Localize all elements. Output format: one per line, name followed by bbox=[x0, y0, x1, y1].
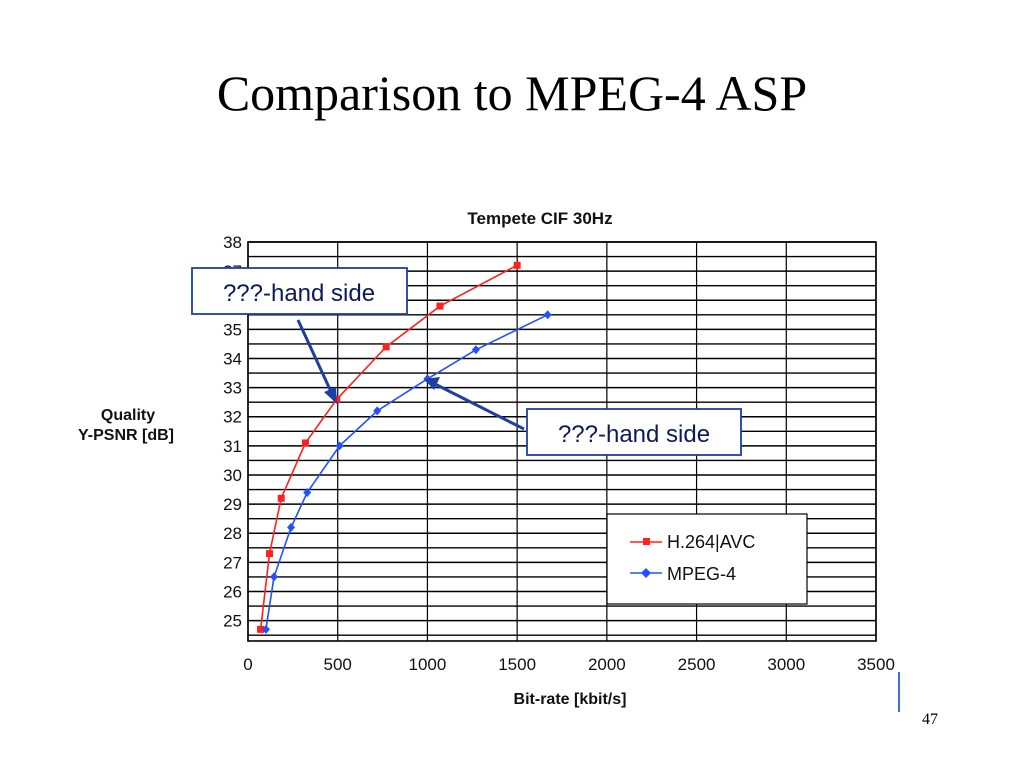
y-tick-label: 34 bbox=[223, 349, 242, 368]
legend-label-mpeg4: MPEG-4 bbox=[667, 564, 736, 584]
y-tick-label: 26 bbox=[223, 582, 242, 601]
annotation-right-arrow bbox=[432, 381, 525, 431]
chart-title: Tempete CIF 30Hz bbox=[467, 209, 612, 228]
data-point bbox=[270, 572, 279, 582]
data-point bbox=[301, 439, 309, 447]
y-axis-label-line2: Y-PSNR [dB] bbox=[78, 427, 174, 444]
page-number: 47 bbox=[922, 711, 938, 728]
y-tick-label: 28 bbox=[223, 524, 242, 543]
annotation-right-arrowhead bbox=[424, 377, 440, 390]
data-point bbox=[303, 487, 312, 497]
series-1 bbox=[261, 310, 552, 634]
y-tick-label: 31 bbox=[223, 437, 242, 456]
legend-marker-mpeg4 bbox=[641, 568, 651, 578]
x-axis-label: Bit-rate [kbit/s] bbox=[514, 691, 627, 708]
annotation-left-box bbox=[191, 267, 408, 315]
annotation-left-arrow bbox=[296, 319, 335, 397]
x-tick-label: 2000 bbox=[588, 655, 626, 674]
data-point bbox=[257, 625, 265, 633]
data-point bbox=[471, 345, 480, 355]
annotation-left-text: ???-hand side bbox=[223, 280, 375, 307]
y-tick-label: 33 bbox=[223, 379, 242, 398]
y-tick-label: 35 bbox=[223, 320, 242, 339]
series-0 bbox=[257, 261, 521, 633]
slide-title: Comparison to MPEG-4 ASP bbox=[216, 65, 808, 121]
data-point bbox=[373, 406, 382, 416]
annotation-right-text: ???-hand side bbox=[558, 421, 710, 448]
data-point bbox=[382, 343, 390, 351]
series-line bbox=[259, 264, 518, 630]
legend: H.264|AVC MPEG-4 bbox=[606, 513, 808, 605]
x-tick-label: 2500 bbox=[678, 655, 716, 674]
annotation-right-box bbox=[526, 408, 742, 456]
x-tick-label: 500 bbox=[324, 655, 352, 674]
annotation-left: ???-hand side bbox=[191, 267, 408, 404]
page-rule bbox=[898, 672, 900, 712]
y-tick-label: 38 bbox=[223, 233, 242, 252]
data-point bbox=[261, 624, 270, 634]
data-point bbox=[513, 261, 521, 269]
plot-frame bbox=[247, 241, 877, 642]
y-tick-label: 25 bbox=[223, 612, 242, 631]
x-tick-label: 0 bbox=[243, 655, 252, 674]
y-tick-label: 29 bbox=[223, 495, 242, 514]
x-tick-label: 1000 bbox=[409, 655, 447, 674]
data-point bbox=[335, 441, 344, 451]
annotation-left-arrowhead bbox=[324, 387, 337, 404]
data-point bbox=[333, 395, 341, 403]
data-point bbox=[543, 310, 552, 320]
y-tick-label: 32 bbox=[223, 408, 242, 427]
legend-box bbox=[606, 513, 808, 605]
data-point bbox=[287, 522, 296, 532]
legend-marker-h264 bbox=[643, 538, 650, 545]
data-point bbox=[277, 494, 285, 502]
y-tick-label: 30 bbox=[223, 466, 242, 485]
annotation-right: ???-hand side bbox=[424, 377, 742, 456]
x-tick-label: 1500 bbox=[498, 655, 536, 674]
series-line bbox=[265, 314, 548, 630]
x-tick-labels: 0 500 1000 1500 2000 2500 3000 3500 bbox=[243, 655, 895, 674]
series bbox=[257, 261, 552, 634]
x-tick-label: 3500 bbox=[857, 655, 895, 674]
x-tick-label: 3000 bbox=[767, 655, 805, 674]
data-point bbox=[266, 550, 274, 558]
data-point bbox=[436, 302, 444, 310]
legend-label-h264: H.264|AVC bbox=[667, 532, 755, 552]
y-tick-label: 27 bbox=[223, 553, 242, 572]
y-axis-label-line1: Quality bbox=[101, 407, 155, 424]
